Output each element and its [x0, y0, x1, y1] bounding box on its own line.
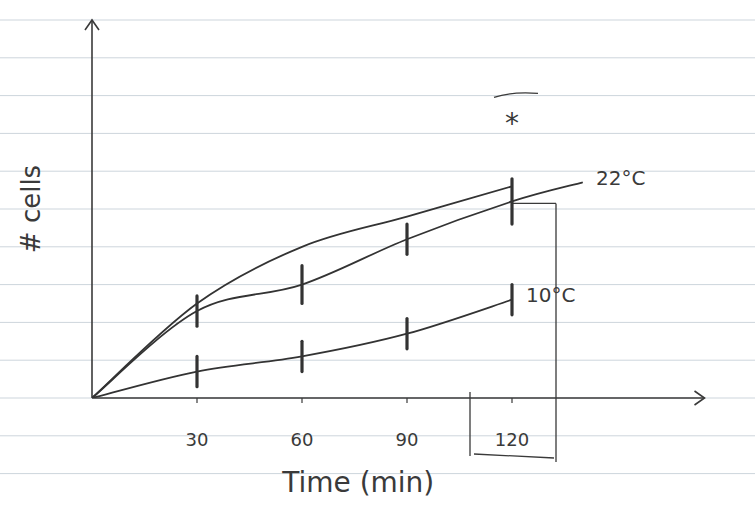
x-arrow — [695, 391, 705, 405]
series-label: 10°C — [526, 283, 575, 307]
error-bar — [405, 319, 408, 349]
paper-line — [0, 322, 755, 323]
x-axis — [92, 397, 705, 399]
paper-line — [0, 133, 755, 134]
x-tick-label: 60 — [291, 429, 314, 450]
series-line — [92, 183, 582, 398]
annotation: * — [505, 107, 519, 140]
error-bar — [405, 224, 408, 254]
x-tick-label: 90 — [396, 429, 419, 450]
x-tick-label: 120 — [495, 429, 529, 450]
series-labels: 22°C 10°C — [526, 166, 645, 307]
series-line — [92, 300, 512, 398]
x-tick — [196, 398, 197, 403]
error-bar — [510, 285, 513, 315]
error-bar — [300, 266, 303, 304]
series-line — [92, 186, 512, 398]
y-axis — [91, 20, 93, 398]
paper-line — [0, 246, 755, 247]
error-bar — [195, 296, 198, 326]
x-tick — [301, 398, 302, 403]
series-label: 22°C — [596, 166, 645, 190]
x-tick-label: 30 — [186, 429, 209, 450]
paper-line — [0, 209, 755, 210]
error-bar — [300, 341, 303, 371]
error-bar — [195, 356, 198, 386]
paper-line — [0, 360, 755, 361]
y-arrow — [85, 20, 99, 30]
paper-line — [0, 20, 755, 21]
paper-line — [0, 284, 755, 285]
bracket — [470, 203, 556, 462]
y-axis-title: # cells — [16, 165, 46, 253]
x-tick — [406, 398, 407, 403]
paper-line — [0, 398, 755, 399]
paper-line — [0, 95, 755, 96]
axes: 30 60 90 120 — [85, 20, 705, 450]
x-axis-title: Time (min) — [281, 466, 434, 499]
annotation-bar — [494, 93, 538, 98]
paper-line — [0, 435, 755, 436]
x-tick — [511, 398, 512, 403]
paper-line — [0, 57, 755, 58]
plot-area — [92, 179, 582, 398]
paper-lines — [0, 20, 755, 474]
